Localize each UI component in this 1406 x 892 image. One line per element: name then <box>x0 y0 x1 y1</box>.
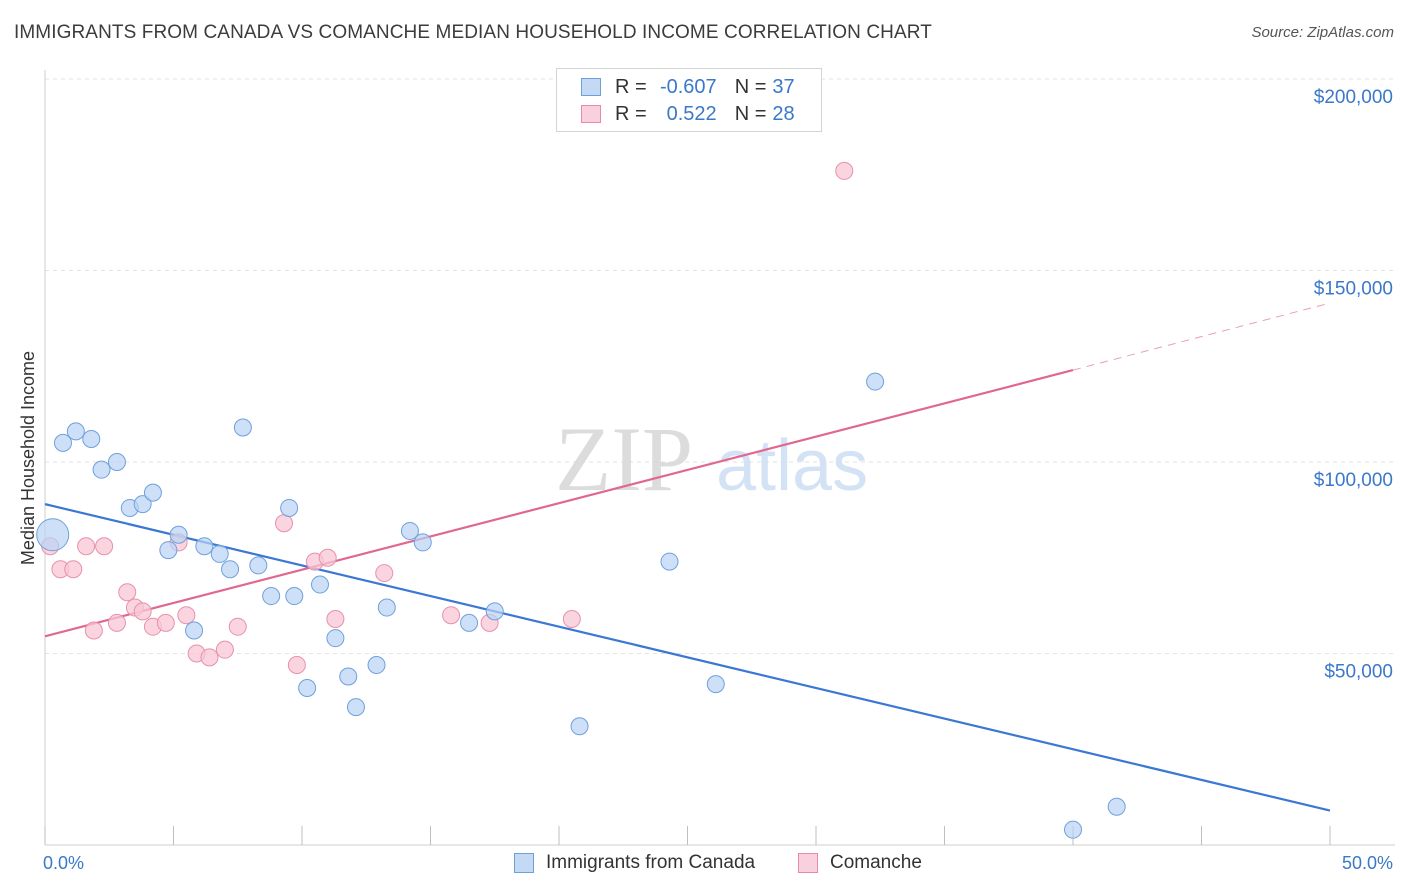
point-comanche <box>107 613 126 632</box>
legend-n-value: 28 <box>772 102 795 125</box>
point-comanche <box>95 537 114 556</box>
point-canada <box>36 518 70 552</box>
legend-r-value: 0.522 <box>666 102 717 125</box>
chart-title: IMMIGRANTS FROM CANADA VS COMANCHE MEDIA… <box>14 22 932 43</box>
trend-line-comanche-extension <box>1072 302 1331 371</box>
point-canada <box>107 453 126 471</box>
point-canada <box>339 667 358 686</box>
point-comanche <box>118 583 137 602</box>
point-canada <box>460 613 479 632</box>
point-comanche <box>200 648 219 667</box>
legend-swatch-comanche <box>798 853 818 873</box>
point-canada <box>706 675 725 694</box>
legend-item-canada[interactable]: Immigrants from Canada <box>514 852 755 874</box>
point-canada <box>249 556 268 575</box>
data-points <box>36 161 1126 839</box>
legend-r-label: R = <box>615 102 647 125</box>
point-canada <box>1064 820 1082 839</box>
point-comanche <box>77 537 96 556</box>
point-canada <box>185 621 204 640</box>
watermark-zip: ZIP <box>555 408 693 510</box>
point-comanche <box>275 514 294 533</box>
point-comanche <box>442 606 461 625</box>
y-tick-label: $150,000 <box>1314 279 1393 300</box>
legend-r-label: R = <box>615 75 647 98</box>
point-canada <box>298 678 317 697</box>
point-canada <box>53 433 72 452</box>
point-canada <box>310 575 329 594</box>
trend-line-canada <box>44 503 1331 812</box>
point-canada <box>159 541 178 560</box>
point-canada <box>346 698 365 717</box>
point-canada <box>262 587 281 606</box>
point-canada <box>1107 797 1126 816</box>
point-canada <box>66 422 85 441</box>
legend-label-canada: Immigrants from Canada <box>546 852 756 873</box>
point-canada <box>280 498 299 517</box>
point-canada <box>195 537 214 556</box>
point-comanche <box>84 621 103 640</box>
point-comanche <box>318 548 337 567</box>
point-canada <box>285 587 304 606</box>
gridlines <box>45 78 1395 654</box>
point-comanche <box>228 617 247 636</box>
trend-line-comanche <box>44 369 1074 638</box>
point-comanche <box>326 610 345 629</box>
x-tick-labels: 0.0% 50.0% <box>43 853 1393 873</box>
point-canada <box>570 717 589 736</box>
axes <box>44 70 1395 846</box>
x-tick-label: 50.0% <box>1342 853 1393 873</box>
point-canada <box>233 418 252 437</box>
point-canada <box>133 495 152 514</box>
point-comanche <box>287 655 306 674</box>
correlation-legend: R = -0.607 N = 37 R = 0.522 N = 28 <box>556 68 822 132</box>
point-comanche <box>375 564 394 583</box>
point-canada <box>377 598 396 617</box>
point-canada <box>400 521 419 540</box>
legend-item-comanche[interactable]: Comanche <box>798 852 922 874</box>
legend-swatch-comanche <box>581 105 601 123</box>
point-canada <box>866 372 885 391</box>
legend-r-value: -0.607 <box>659 75 717 98</box>
point-comanche <box>215 640 234 659</box>
watermark: ZIP atlas <box>555 408 868 510</box>
point-comanche <box>835 161 854 180</box>
legend-row-canada: R = -0.607 N = 37 <box>581 75 795 99</box>
watermark-atlas: atlas <box>716 426 868 506</box>
y-tick-label: $200,000 <box>1314 87 1393 108</box>
legend-n-label: N = <box>734 102 767 125</box>
point-canada <box>221 560 240 579</box>
point-canada <box>485 602 504 621</box>
point-canada <box>210 544 229 563</box>
legend-n-value: 37 <box>772 75 795 98</box>
point-canada <box>660 552 679 571</box>
point-comanche <box>562 610 581 629</box>
point-comanche <box>156 613 175 632</box>
y-tick-label: $100,000 <box>1314 470 1393 491</box>
point-canada <box>367 655 386 674</box>
series-legend: Immigrants from Canada Comanche <box>0 852 1406 878</box>
point-comanche <box>133 602 152 621</box>
y-tick-label: $50,000 <box>1324 662 1393 683</box>
point-canada <box>169 525 188 544</box>
trend-lines <box>44 302 1331 812</box>
x-tick-label: 0.0% <box>43 853 84 873</box>
legend-swatch-canada <box>581 78 601 96</box>
point-canada <box>92 460 111 479</box>
y-tick-labels: $50,000 $100,000 $150,000 $200,000 <box>1314 87 1393 683</box>
point-comanche <box>64 560 83 579</box>
legend-swatch-canada <box>514 853 534 873</box>
legend-row-comanche: R = 0.522 N = 28 <box>581 102 795 126</box>
point-canada <box>82 430 101 449</box>
point-canada <box>413 533 432 552</box>
y-axis-label: Median Household Income <box>18 351 38 565</box>
point-comanche <box>177 606 196 625</box>
legend-label-comanche: Comanche <box>830 852 922 873</box>
point-canada <box>326 629 345 648</box>
source-label: Source: ZipAtlas.com <box>1251 24 1394 41</box>
legend-n-label: N = <box>734 75 767 98</box>
point-canada <box>143 483 162 502</box>
